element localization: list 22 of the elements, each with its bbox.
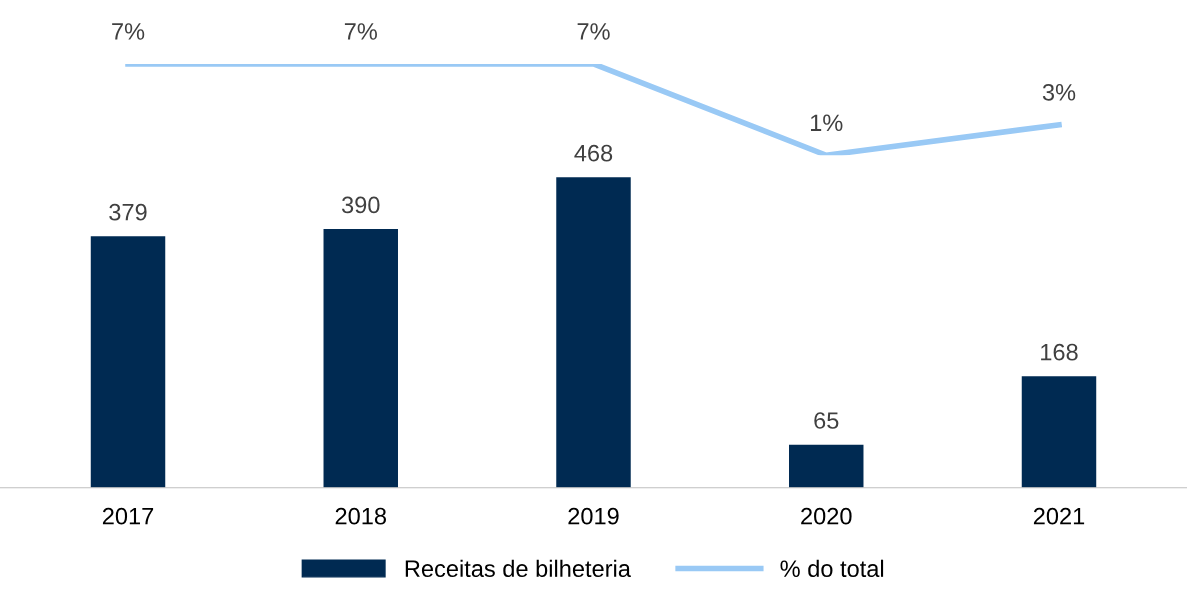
data-label: 65 [814,412,839,429]
data-label: 379 [109,203,147,221]
data-label: 1% [810,114,843,132]
bar [556,177,631,488]
x-tick-label: 2021 [1033,507,1085,525]
bar [789,444,864,488]
data-label: 7% [112,23,145,40]
x-tick-label: 2018 [335,507,386,525]
bar [1021,376,1097,488]
data-label: 7% [577,23,610,40]
legend-label: Receitas de bilheteria [405,559,631,578]
data-label: 468 [574,144,613,162]
x-tick-label: 2020 [801,507,852,525]
data-label: 7% [344,23,377,40]
bar [323,229,398,488]
legend-label: % do total [780,559,884,578]
bar [90,236,166,488]
x-tick-label: 2019 [568,507,619,525]
data-label: 3% [1042,83,1076,101]
x-tick-label: 2017 [102,507,154,525]
data-label: 168 [1041,343,1078,361]
data-label: 390 [341,196,380,214]
